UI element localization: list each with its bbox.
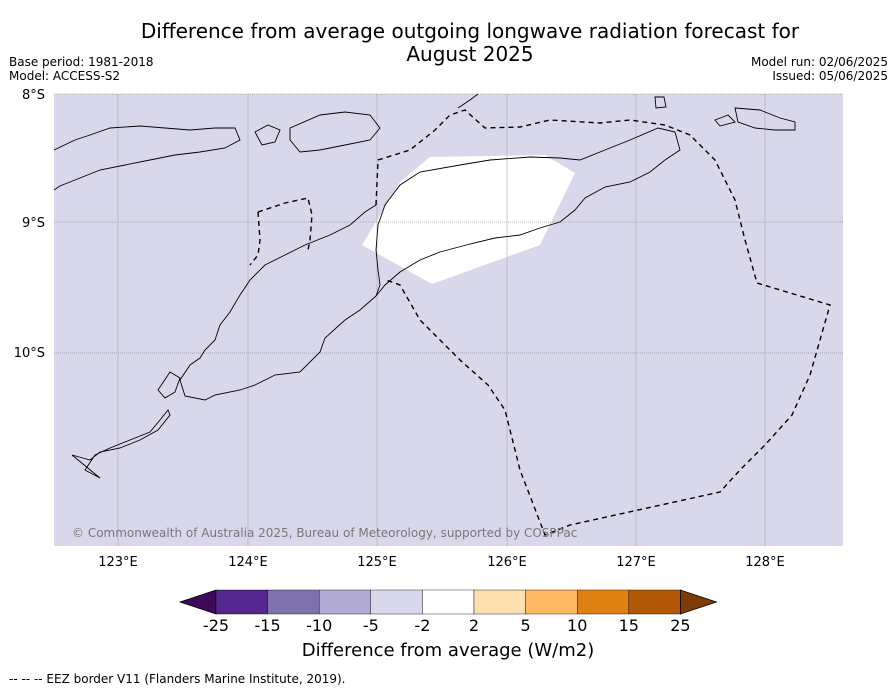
title-line-1: Difference from average outgoing longwav… <box>140 19 800 43</box>
lat-label-10s: 10°S <box>14 346 45 361</box>
title-line-2: August 2025 <box>406 42 534 66</box>
colorbar-tick-label: 10 <box>567 616 587 635</box>
lon-label-128e: 128°E <box>745 555 785 570</box>
colorbar-tick-label: -25 <box>203 616 229 635</box>
meta-left: Base period: 1981-2018 Model: ACCESS-S2 <box>9 55 154 83</box>
lat-label-8s: 8°S <box>22 88 45 103</box>
model-name: Model: ACCESS-S2 <box>9 69 121 83</box>
coastline-pantar <box>254 124 281 146</box>
coastline-east-islands <box>734 107 796 131</box>
colorbar-segment <box>319 589 372 615</box>
coastline-timor <box>375 127 681 297</box>
colorbar: -25 -15 -10 -5 -2 2 5 10 15 25 <box>178 589 718 635</box>
coastline-west-timor <box>179 204 377 401</box>
eez-legend-note: -- -- -- EEZ border V11 (Flanders Marine… <box>9 672 346 686</box>
colorbar-segment <box>577 589 630 615</box>
map-title: Difference from average outgoing longwav… <box>90 20 850 66</box>
lat-label-9s: 9°S <box>22 216 45 231</box>
colorbar-tick-label: -2 <box>414 616 430 635</box>
coastline-flores <box>53 125 241 191</box>
colorbar-segment <box>473 589 526 615</box>
longitude-labels: 123°E 124°E 125°E 126°E 127°E 128°E <box>98 555 785 570</box>
colorbar-segment <box>525 589 578 615</box>
colorbar-segment <box>422 589 475 615</box>
colorbar-tick-label: -15 <box>255 616 281 635</box>
colorbar-extend-high <box>680 589 718 615</box>
lon-label-124e: 124°E <box>228 555 268 570</box>
colorbar-tick-label: 25 <box>670 616 690 635</box>
colorbar-extend-low <box>178 589 217 615</box>
colorbar-title: Difference from average (W/m2) <box>301 640 595 661</box>
latitude-labels: 8°S 9°S 10°S <box>14 88 45 361</box>
lon-label-125e: 125°E <box>357 555 397 570</box>
base-period: Base period: 1981-2018 <box>9 55 154 69</box>
coastline-alor <box>289 111 381 153</box>
colorbar-tick-label: -10 <box>306 616 332 635</box>
gridlines <box>54 93 843 354</box>
coastline-sawu <box>71 409 171 479</box>
coastline-island-3 <box>654 96 667 109</box>
coastlines <box>53 93 796 479</box>
meta-right: Model run: 02/06/2025 Issued: 05/06/2025 <box>751 55 888 83</box>
meridians <box>117 94 766 546</box>
colorbar-segment <box>370 589 423 615</box>
colorbar-tick-label: 5 <box>521 616 531 635</box>
coastline-wetar <box>457 93 479 109</box>
neutral-anomaly-region <box>362 155 575 284</box>
coastline-rote <box>157 371 181 399</box>
colorbar-tick-label: 15 <box>619 616 639 635</box>
issued-date: Issued: 05/06/2025 <box>772 69 888 83</box>
copyright-text: © Commonwealth of Australia 2025, Bureau… <box>72 526 578 540</box>
lon-label-127e: 127°E <box>616 555 656 570</box>
colorbar-segment <box>628 589 681 615</box>
colorbar-segment <box>215 589 268 615</box>
lon-label-126e: 126°E <box>487 555 527 570</box>
colorbar-segment <box>267 589 320 615</box>
lon-label-123e: 123°E <box>98 555 138 570</box>
eez-border <box>249 109 831 536</box>
model-run: Model run: 02/06/2025 <box>750 55 888 69</box>
coastline-island-2 <box>714 114 736 127</box>
colorbar-tick-label: 2 <box>469 616 479 635</box>
colorbar-tick-label: -5 <box>363 616 379 635</box>
